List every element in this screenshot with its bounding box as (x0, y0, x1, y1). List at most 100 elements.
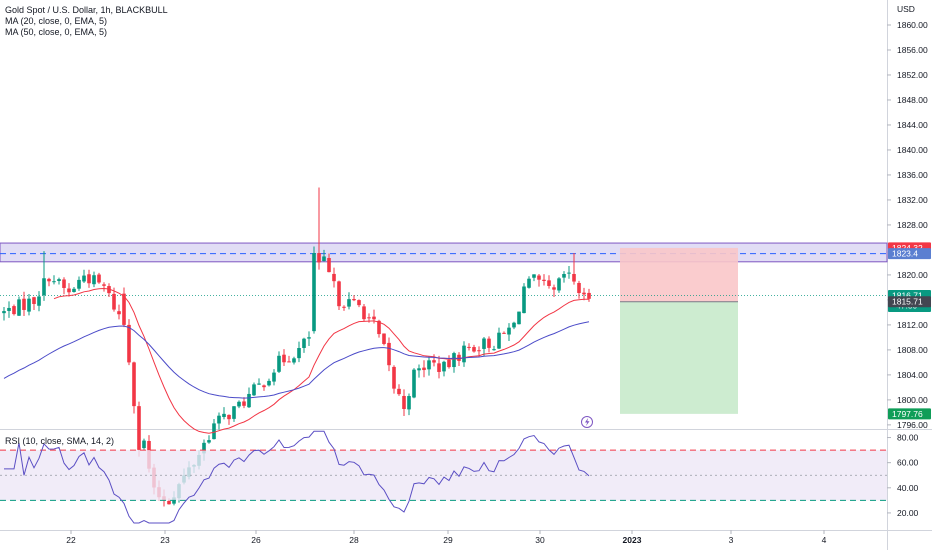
rsi-pane (0, 430, 887, 524)
candle-body (547, 280, 551, 286)
entry-price-tag-bg (888, 296, 931, 308)
candle-body (387, 342, 391, 366)
candle-body (412, 369, 416, 398)
candle-body (282, 354, 286, 363)
rsi-tick-label: 20.00 (897, 508, 919, 518)
candle-body (532, 274, 536, 278)
candle-body (367, 317, 371, 319)
candle-body (587, 292, 591, 299)
lightning-badge[interactable] (581, 416, 593, 428)
time-tick-label: 4 (822, 535, 827, 545)
time-tick-label: 28 (349, 535, 359, 545)
candle-body (492, 349, 496, 351)
candle-body (512, 322, 516, 328)
price-tick-label: 1836.00 (897, 170, 928, 180)
price-tick-label: 1808.00 (897, 345, 928, 355)
price-tick-label: 1800.00 (897, 395, 928, 405)
candle-body (257, 383, 261, 385)
candle-body (317, 253, 321, 263)
candle-body (507, 327, 511, 335)
candle-body (432, 360, 436, 363)
candle-body (542, 279, 546, 281)
candle-body (582, 292, 586, 295)
candle-body (62, 279, 66, 288)
candle-body (447, 359, 451, 368)
candle-body (342, 306, 346, 308)
candle-body (32, 297, 36, 304)
resistance-zone (0, 242, 888, 263)
candle-body (577, 282, 581, 294)
candle-body (242, 401, 246, 406)
candlestick-series (2, 187, 591, 507)
rsi-tick-label: 60.00 (897, 458, 919, 468)
candle-body (232, 406, 236, 419)
time-tick-label: 26 (251, 535, 261, 545)
candle-body (52, 281, 56, 283)
candle-body (392, 366, 396, 389)
candle-body (297, 348, 301, 359)
candle-body (352, 298, 356, 301)
candle-body (382, 333, 386, 344)
moving-averages (3, 287, 590, 434)
candle-body (137, 406, 141, 450)
candle-body (557, 278, 561, 291)
candle-body (102, 284, 106, 286)
candle-body (107, 286, 111, 294)
ma50-line (3, 321, 590, 399)
price-axis[interactable]: USD 1796.00 1800.00 1804.00 1808.00 1812.00 18… (887, 4, 928, 518)
time-axis[interactable]: 22 23 26 28 29 30 2023 3 4 (66, 530, 827, 545)
candle-body (247, 393, 251, 408)
rsi-legend[interactable]: RSI (10, close, SMA, 14, 2) (5, 436, 115, 446)
price-tick-label: 1820.00 (897, 270, 928, 280)
price-tick-label: 1852.00 (897, 70, 928, 80)
candle-body (57, 279, 61, 281)
candle-body (517, 311, 521, 325)
candle-body (357, 300, 361, 306)
stop-price-tag-text: 1824.32 (892, 243, 923, 253)
rsi-tick-label: 80.00 (897, 433, 919, 443)
candle-body (442, 361, 446, 372)
candle-body (72, 288, 76, 293)
candle-body (272, 372, 276, 382)
candle-body (337, 281, 341, 307)
ma50-legend[interactable]: MA (50, close, 0, EMA, 5) (5, 27, 108, 37)
candle-body (37, 296, 41, 306)
candle-body (7, 307, 11, 311)
candle-body (27, 298, 31, 312)
candle-body (462, 345, 466, 363)
candle-body (12, 306, 16, 315)
candle-body (112, 293, 116, 310)
candle-body (117, 311, 121, 315)
candle-body (127, 324, 131, 363)
current-price-tag-text: 1816.71 (892, 290, 923, 300)
candle-body (47, 278, 51, 282)
price-tick-label: 1860.00 (897, 20, 928, 30)
rsi-line (4, 430, 590, 524)
ma20-legend[interactable]: MA (20, close, 0, EMA, 5) (5, 16, 108, 26)
candle-body (452, 353, 456, 368)
candle-body (122, 293, 126, 325)
candle-body (252, 384, 256, 396)
candle-body (482, 338, 486, 349)
time-tick-label: 2023 (623, 535, 642, 545)
time-tick-label: 30 (535, 535, 545, 545)
candle-body (552, 287, 556, 290)
rsi-band (0, 450, 887, 501)
candle-body (287, 361, 291, 363)
candle-body (312, 253, 316, 332)
candle-body (267, 380, 271, 386)
chart-legend: Gold Spot / U.S. Dollar, 1h, BLACKBULL M… (5, 5, 168, 38)
candle-body (537, 275, 541, 280)
price-tick-label: 1812.00 (897, 320, 928, 330)
target-price-tag-text: 1797.76 (892, 409, 923, 419)
candle-body (497, 332, 501, 349)
stop-loss-zone (620, 247, 738, 302)
candle-body (22, 298, 26, 310)
candle-body (467, 346, 471, 348)
symbol-title[interactable]: Gold Spot / U.S. Dollar, 1h, BLACKBULL (5, 5, 168, 15)
candle-body (327, 258, 331, 273)
candle-body (562, 274, 566, 278)
candle-body (237, 401, 241, 407)
candle-body (132, 362, 136, 407)
